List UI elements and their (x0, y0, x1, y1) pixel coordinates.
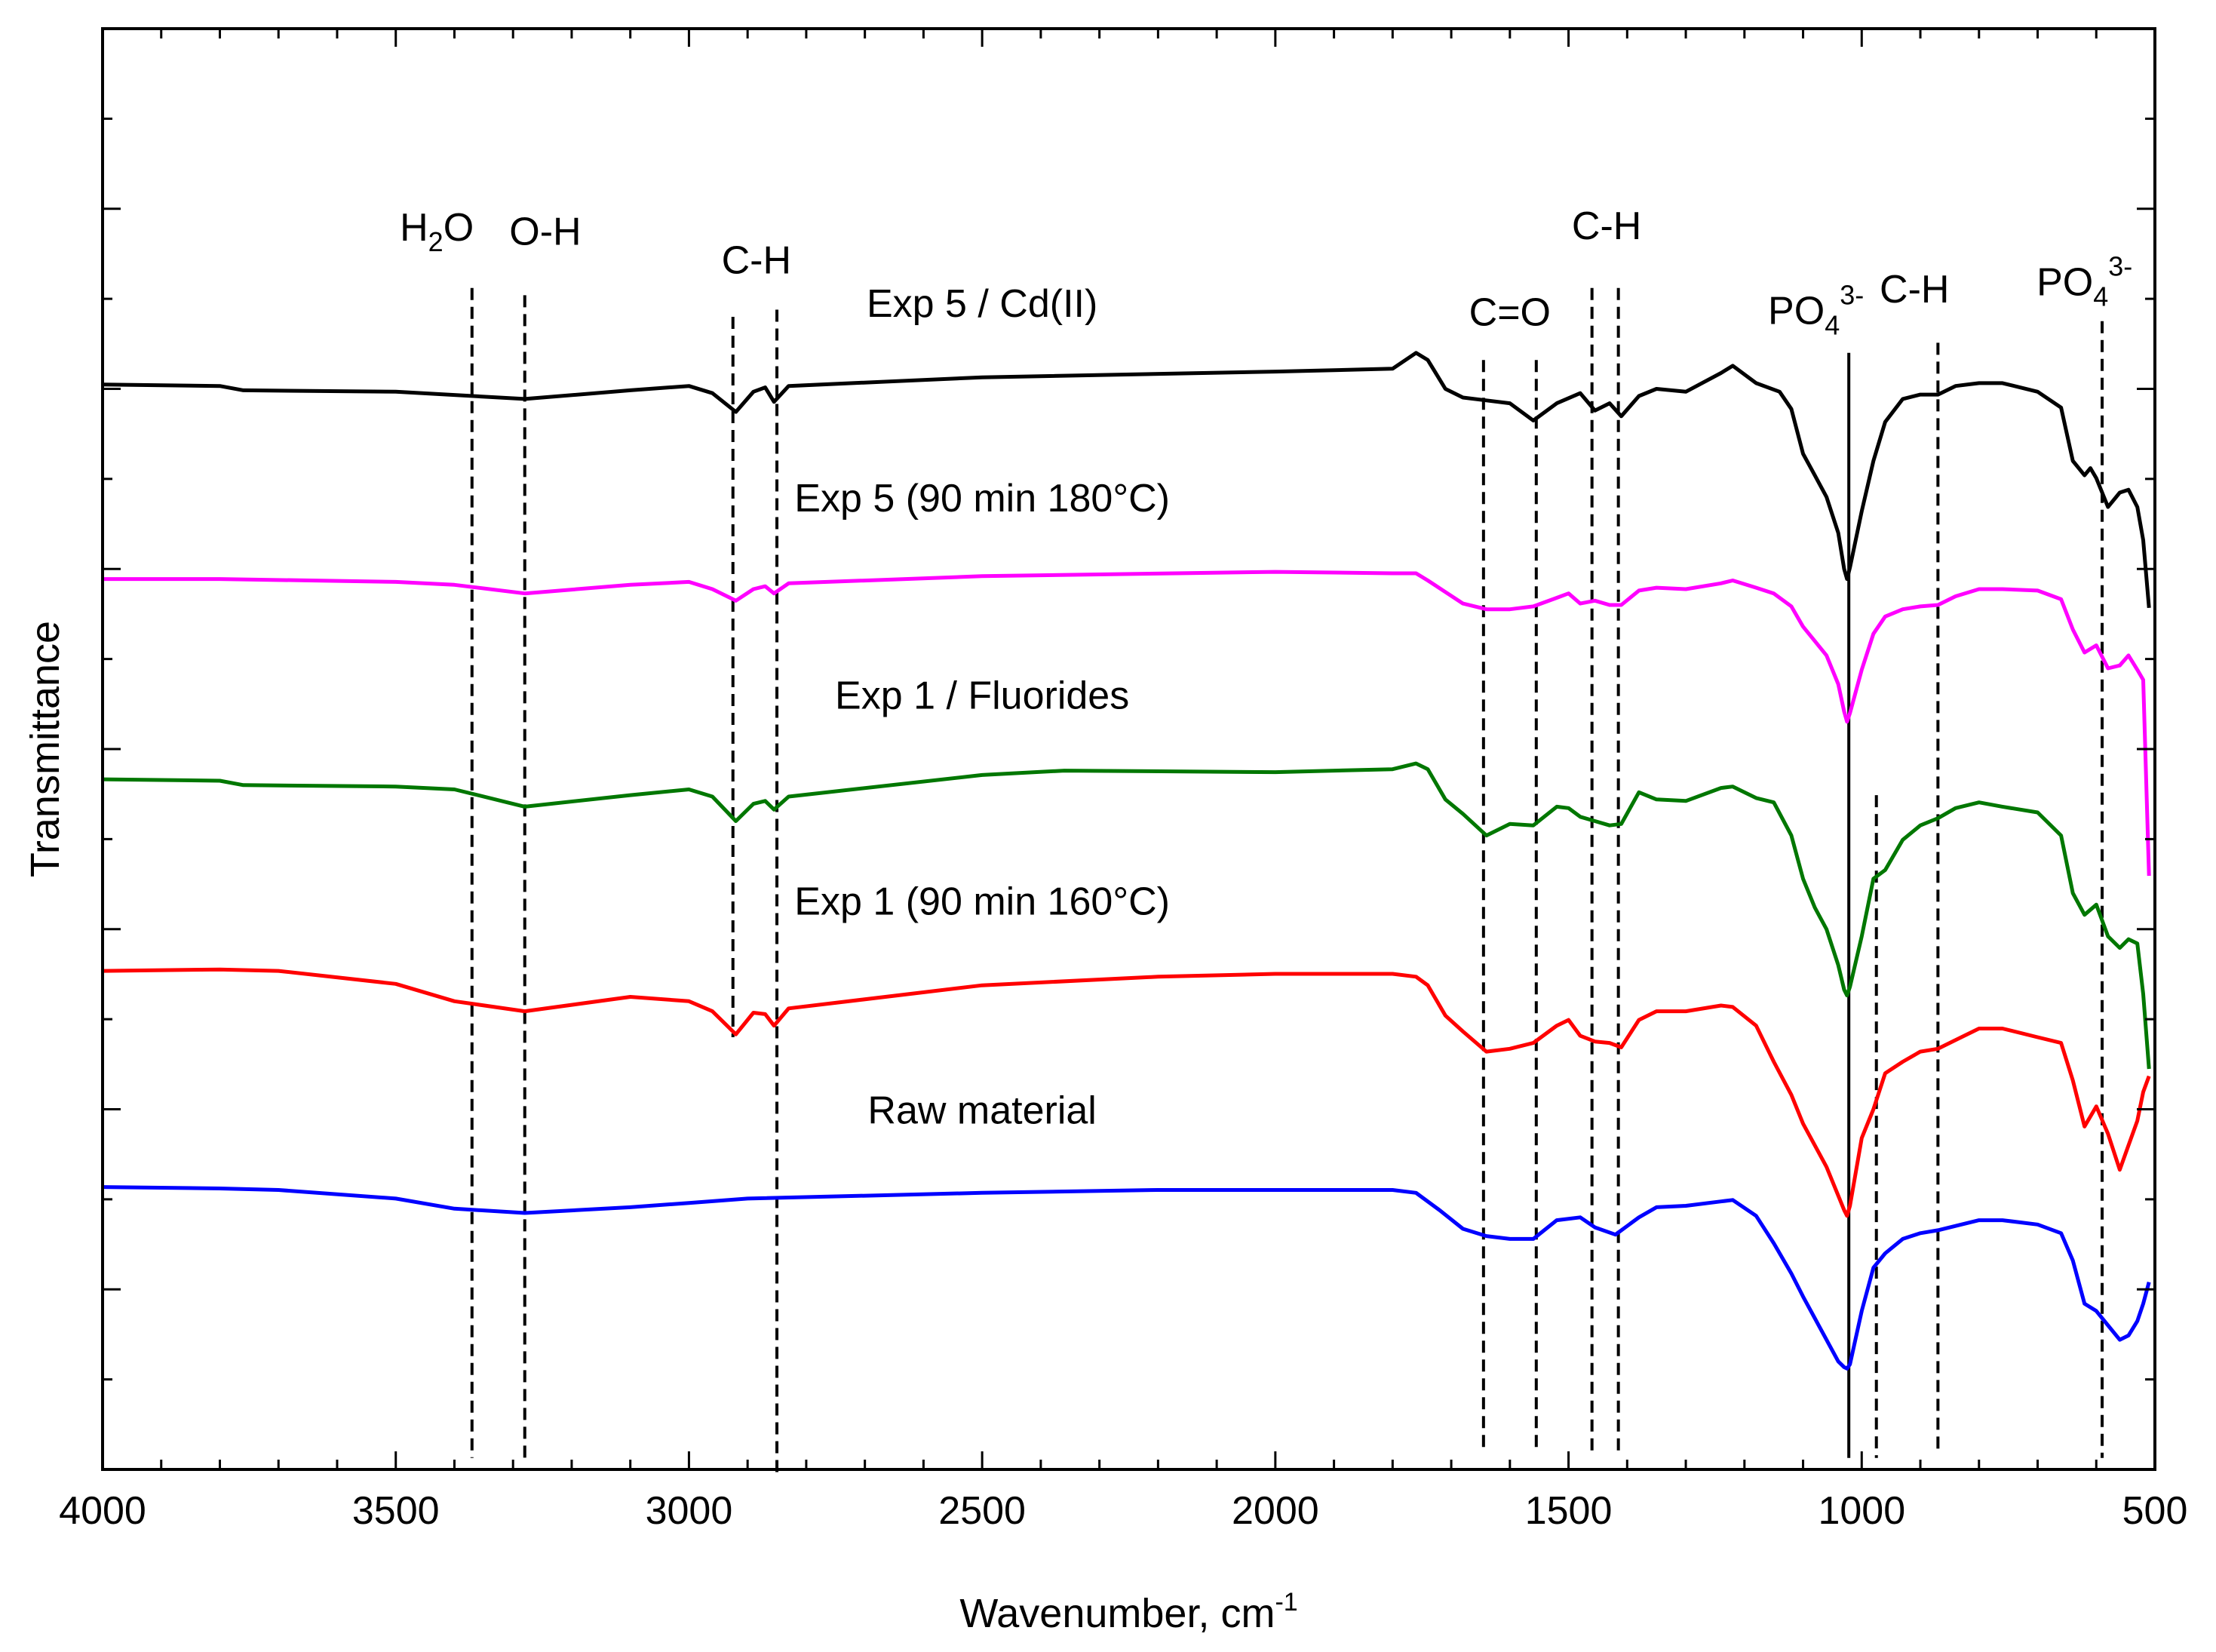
spectra (102, 351, 2151, 1371)
x-axis-title: Wavenumber, cm-1 (959, 1588, 1297, 1636)
band-annotations: H2O O-H C-H C=O C-H PO43- C-H PO43- (400, 204, 2132, 341)
band-annotation: C-H (1880, 268, 1949, 312)
series-label: Exp 5 (90 min 180°C) (794, 477, 1170, 520)
band-annotation: PO43- (1768, 280, 1864, 341)
series-line (103, 570, 2151, 877)
series-labels: Exp 5 / Cd(II) Exp 5 (90 min 180°C) Exp 1 … (794, 282, 1170, 1133)
band-lines (470, 287, 2104, 1475)
x-tick-label: 2000 (1232, 1489, 1319, 1533)
x-tick-label: 2500 (938, 1489, 1026, 1533)
band-annotation: H2O (400, 206, 474, 257)
series-label: Exp 5 / Cd(II) (867, 282, 1097, 326)
series-label: Exp 1 (90 min 160°C) (794, 880, 1170, 924)
x-tick-label: 3000 (646, 1489, 733, 1533)
x-tick-label: 1000 (1818, 1489, 1905, 1533)
axes: 4000 3500 3000 2500 2000 1500 1000 500 (59, 27, 2188, 1533)
series-label: Exp 1 / Fluorides (835, 674, 1129, 718)
band-annotation: C-H (1572, 204, 1641, 248)
y-axis-title: Transmittance (23, 621, 68, 877)
series-line (102, 1185, 2151, 1371)
x-axis-title-sup: -1 (1275, 1588, 1297, 1617)
band-annotation: O-H (509, 210, 581, 254)
x-tick-label: 500 (2122, 1489, 2188, 1533)
x-tick-label: 1500 (1525, 1489, 1613, 1533)
x-tick-label: 4000 (59, 1489, 146, 1533)
band-annotation: C=O (1469, 290, 1551, 334)
series-line (102, 761, 2151, 1070)
series-label: Raw material (867, 1089, 1096, 1133)
x-tick-label: 3500 (352, 1489, 440, 1533)
series-line (102, 967, 2151, 1218)
series-line (102, 351, 2151, 609)
band-annotation: C-H (722, 239, 791, 283)
band-annotation: PO43- (2036, 250, 2132, 312)
x-axis-title-text: Wavenumber, cm (959, 1591, 1275, 1636)
